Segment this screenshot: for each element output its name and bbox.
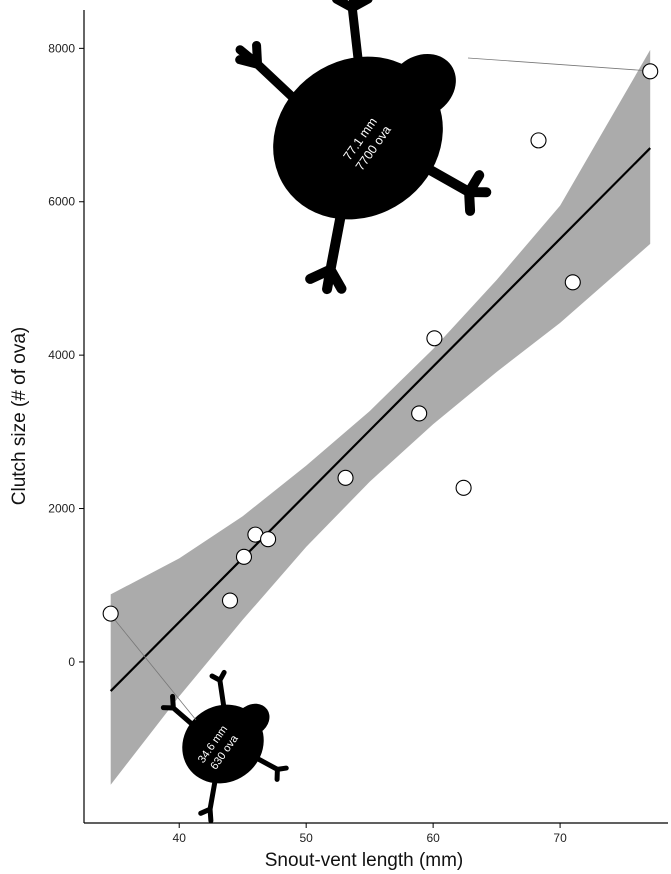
confidence-band bbox=[110, 49, 651, 785]
leader-line-large bbox=[467, 57, 643, 71]
y-tick-label: 2000 bbox=[48, 502, 75, 516]
data-point bbox=[337, 469, 354, 486]
x-tick-label: 50 bbox=[299, 831, 313, 845]
data-point bbox=[411, 405, 428, 422]
regression-line bbox=[109, 147, 652, 692]
y-axis-ticks: 0 2000 4000 6000 8000 bbox=[48, 41, 84, 669]
x-tick-label: 40 bbox=[173, 831, 187, 845]
leader-line-small bbox=[114, 619, 197, 721]
data-point bbox=[426, 330, 443, 347]
large-toad-silhouette bbox=[235, 0, 492, 295]
data-point bbox=[642, 63, 659, 80]
y-tick-label: 4000 bbox=[48, 348, 75, 362]
data-point bbox=[260, 531, 277, 548]
x-axis-ticks: 40 50 60 70 bbox=[173, 823, 567, 845]
y-tick-label: 0 bbox=[68, 655, 75, 669]
y-axis-title: Clutch size (# of ova) bbox=[9, 327, 30, 505]
data-point bbox=[235, 548, 253, 565]
small-toad-silhouette bbox=[160, 669, 289, 824]
y-tick-label: 6000 bbox=[48, 195, 75, 209]
data-point bbox=[564, 274, 581, 291]
data-point bbox=[530, 132, 547, 149]
data-point bbox=[221, 592, 239, 609]
x-tick-label: 70 bbox=[553, 831, 567, 845]
axes: 40 50 60 70 0 2000 4000 6000 8000 bbox=[48, 10, 668, 845]
leader-lines bbox=[114, 57, 643, 721]
plot-area bbox=[109, 49, 652, 785]
data-points bbox=[102, 63, 659, 622]
data-point bbox=[455, 479, 472, 496]
x-tick-label: 60 bbox=[426, 831, 440, 845]
y-tick-label: 8000 bbox=[48, 41, 75, 55]
data-point bbox=[102, 605, 119, 622]
x-axis-title: Snout-vent length (mm) bbox=[265, 850, 464, 871]
